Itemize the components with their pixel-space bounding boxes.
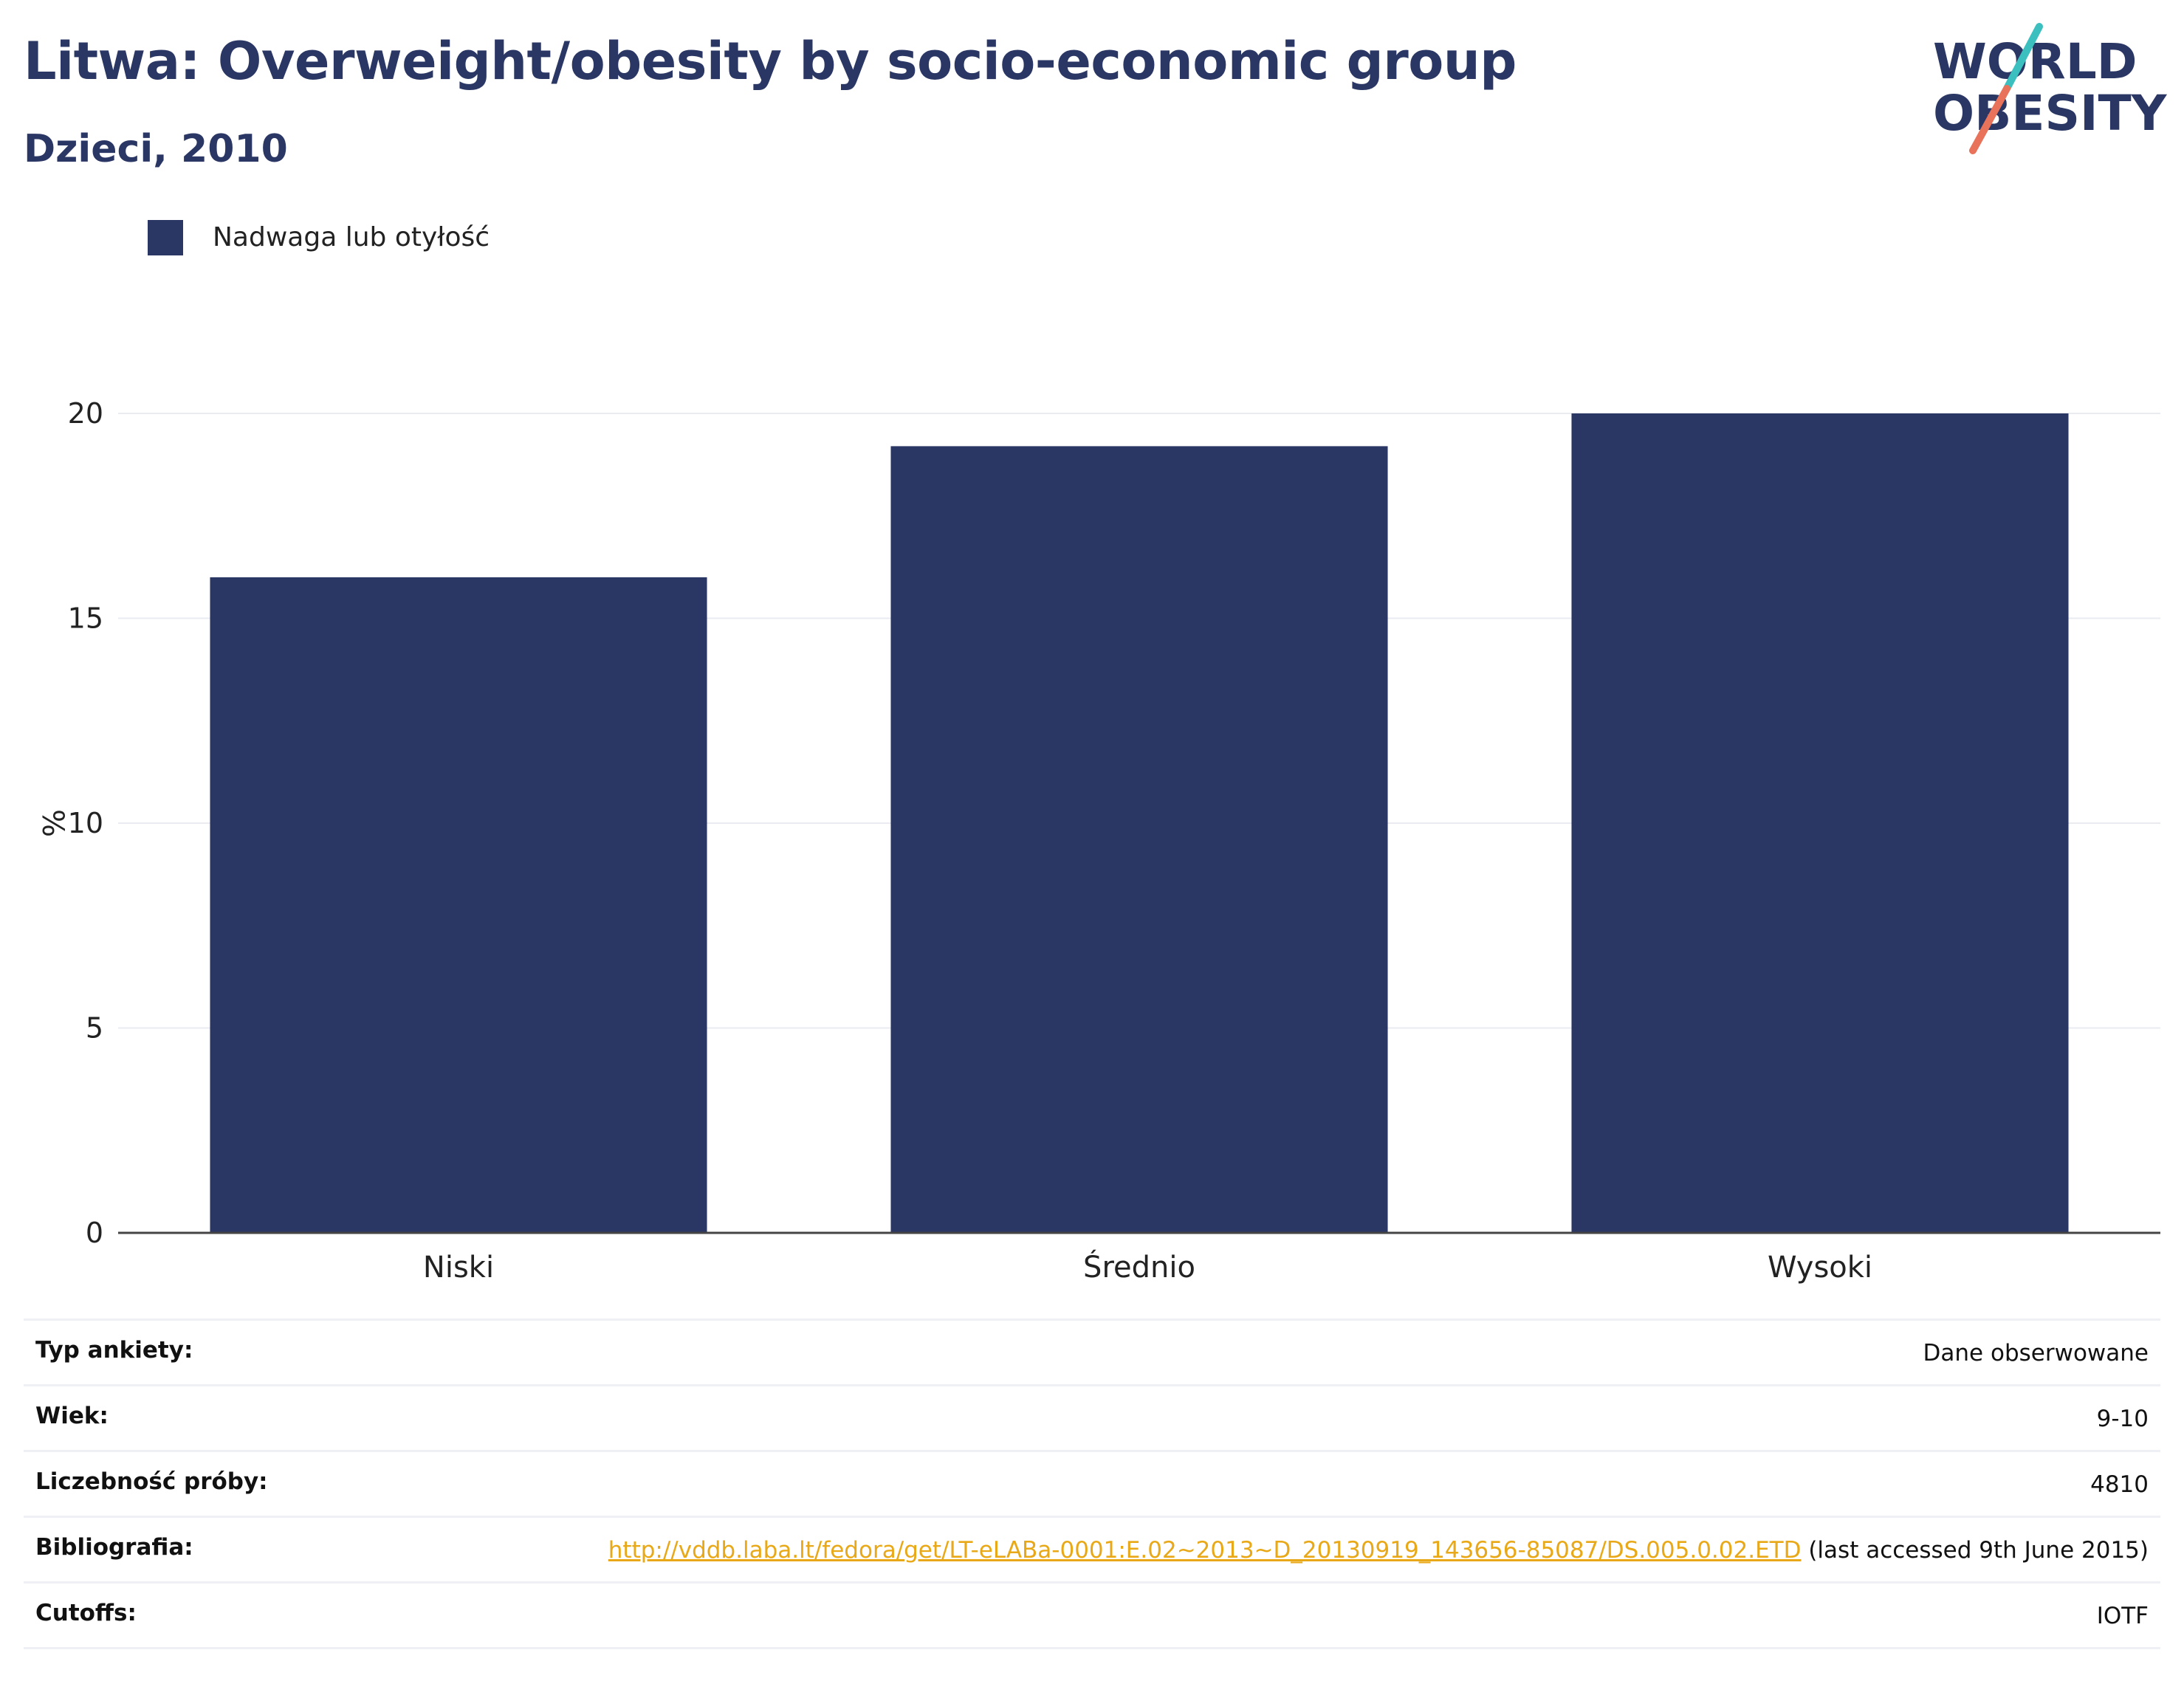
y-axis-label: %: [35, 809, 69, 837]
meta-label: Typ ankiety:: [35, 1337, 193, 1364]
y-tick-label: 0: [86, 1217, 103, 1249]
bibliography-link[interactable]: http://vddb.laba.lt/fedora/get/LT-eLABa-…: [608, 1537, 1802, 1564]
bar-chart: Nadwaga lub otyłość 0 5 10 15 20 Niski Średni…: [35, 220, 2160, 1285]
bar-wysoki: [1571, 413, 2069, 1233]
meta-label: Bibliografia:: [35, 1534, 193, 1561]
legend-label: Nadwaga lub otyłość: [213, 222, 490, 252]
page-title: Litwa: Overweight/obesity by socio-econo…: [24, 31, 1517, 92]
metadata-table: Typ ankiety: Dane obserwowane Wiek: 9-10…: [24, 1318, 2160, 1649]
logo-slash-teal: [2003, 23, 2043, 92]
meta-label: Cutoffs:: [35, 1600, 137, 1626]
y-tick-label: 10: [68, 807, 103, 839]
x-tick-label: Niski: [423, 1251, 494, 1285]
meta-label: Wiek:: [35, 1403, 109, 1429]
y-tick-label: 20: [68, 397, 103, 430]
page-subtitle: Dzieci, 2010: [24, 127, 288, 171]
meta-row-sample-size: Liczebność próby: 4810: [24, 1450, 2160, 1516]
meta-row-survey-type: Typ ankiety: Dane obserwowane: [24, 1318, 2160, 1384]
bibliography-note: (last accessed 9th June 2015): [1801, 1537, 2149, 1564]
y-tick-label: 5: [86, 1012, 103, 1045]
bar-niski: [210, 577, 707, 1233]
x-tick-label: Średnio: [1083, 1249, 1195, 1285]
logo-slash-coral: [1969, 85, 2010, 154]
x-tick-labels: Niski Średnio Wysoki: [423, 1249, 1872, 1285]
meta-value: 9-10: [2096, 1406, 2149, 1432]
y-tick-labels: 0 5 10 15 20: [68, 397, 103, 1249]
meta-value: Dane obserwowane: [1923, 1340, 2149, 1366]
x-tick-label: Wysoki: [1768, 1251, 1872, 1285]
legend-swatch: [148, 220, 183, 255]
meta-row-cutoffs: Cutoffs: IOTF: [24, 1581, 2160, 1649]
bars: [210, 413, 2069, 1233]
chart-legend: Nadwaga lub otyłość: [148, 220, 490, 255]
logo-text-obesity: OBESITY: [1933, 85, 2168, 142]
meta-value: http://vddb.laba.lt/fedora/get/LT-eLABa-…: [608, 1534, 2149, 1567]
meta-row-bibliography: Bibliografia: http://vddb.laba.lt/fedora…: [24, 1516, 2160, 1581]
logo-text-world: WORLD: [1933, 33, 2137, 90]
meta-row-age: Wiek: 9-10: [24, 1384, 2160, 1450]
meta-label: Liczebność próby:: [35, 1468, 268, 1495]
meta-value: IOTF: [2096, 1603, 2149, 1629]
y-tick-label: 15: [68, 602, 103, 635]
bar-średnio: [890, 446, 1388, 1233]
world-obesity-logo: WORLD OBESITY: [1933, 23, 2168, 154]
meta-value: 4810: [2090, 1471, 2149, 1498]
